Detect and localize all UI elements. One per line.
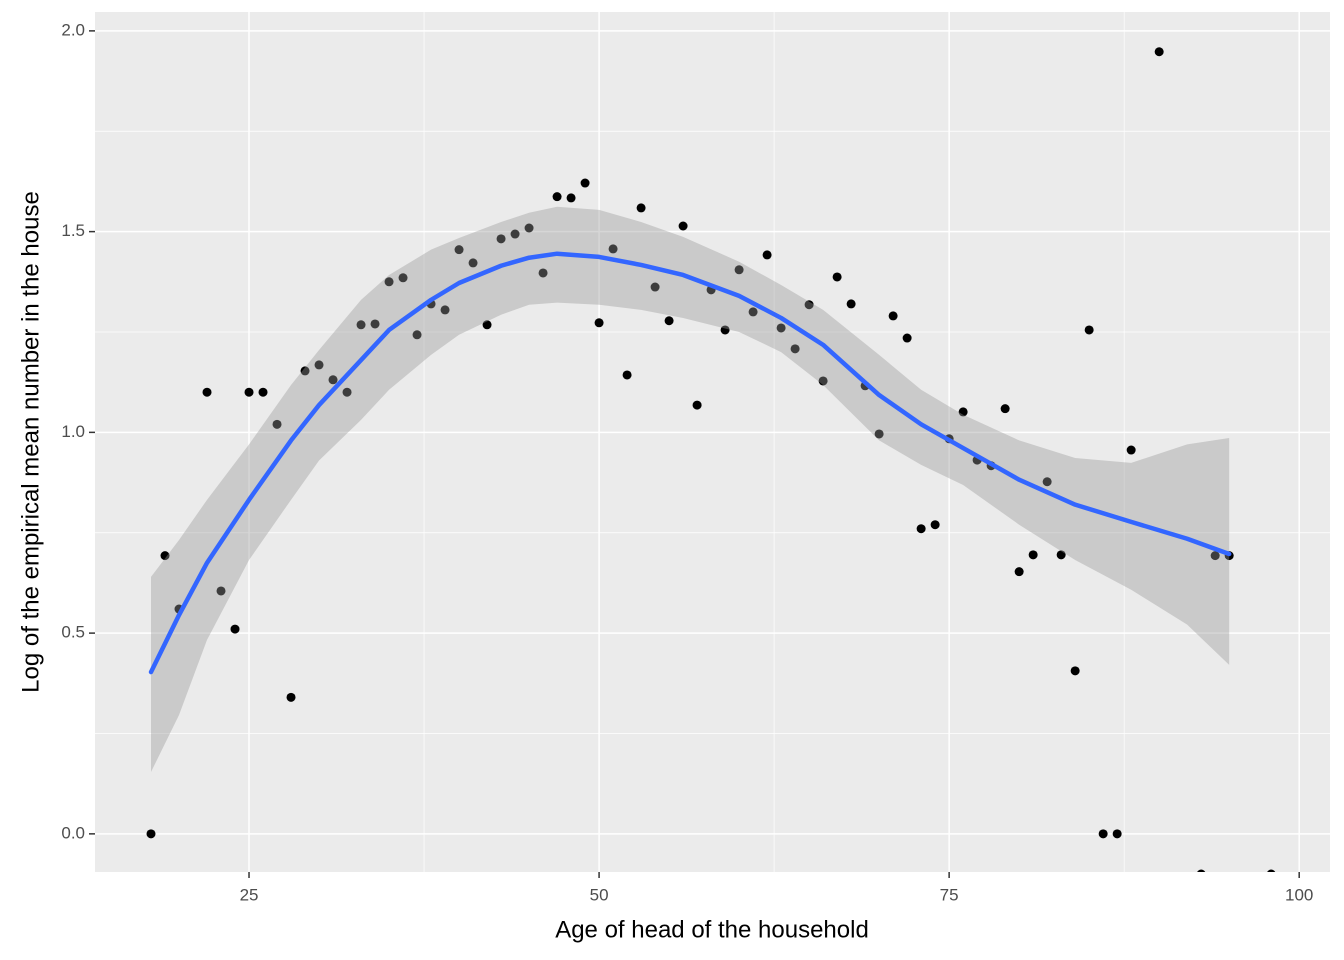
point bbox=[1028, 550, 1038, 560]
point bbox=[902, 333, 912, 343]
point bbox=[216, 586, 226, 596]
point bbox=[314, 360, 324, 370]
point bbox=[790, 344, 800, 354]
point bbox=[510, 229, 520, 239]
plot-area bbox=[146, 47, 1276, 872]
point bbox=[580, 178, 590, 188]
point bbox=[1197, 869, 1206, 872]
confidence-band bbox=[151, 206, 1230, 773]
y-tick-label: 0.5 bbox=[61, 623, 85, 642]
point bbox=[468, 258, 478, 268]
point bbox=[160, 551, 170, 561]
point bbox=[524, 223, 534, 233]
point bbox=[440, 305, 450, 315]
x-tick-label: 25 bbox=[240, 885, 259, 904]
point bbox=[566, 193, 576, 203]
point bbox=[664, 316, 674, 326]
point bbox=[482, 320, 492, 330]
point bbox=[916, 524, 926, 534]
x-axis-title: Age of head of the household bbox=[555, 916, 869, 943]
point bbox=[1154, 47, 1164, 57]
smooth-line bbox=[148, 251, 1232, 675]
point bbox=[552, 192, 562, 202]
point bbox=[398, 273, 408, 283]
point bbox=[300, 366, 310, 376]
point bbox=[594, 318, 604, 328]
point bbox=[454, 245, 464, 255]
point bbox=[846, 299, 856, 309]
point bbox=[818, 376, 828, 386]
y-tick-label: 0.0 bbox=[61, 823, 85, 842]
point bbox=[678, 221, 688, 231]
point bbox=[286, 692, 296, 702]
point bbox=[1267, 869, 1276, 872]
point bbox=[762, 250, 772, 260]
point bbox=[146, 829, 156, 839]
point bbox=[1210, 551, 1220, 561]
point bbox=[328, 375, 338, 385]
point bbox=[930, 520, 940, 530]
point bbox=[258, 387, 268, 397]
point bbox=[1042, 477, 1052, 487]
point bbox=[1070, 666, 1080, 676]
point bbox=[356, 320, 366, 330]
point bbox=[370, 319, 380, 329]
point bbox=[608, 244, 618, 254]
point bbox=[832, 272, 842, 282]
x-tick-label: 50 bbox=[590, 885, 609, 904]
point bbox=[1014, 567, 1024, 577]
point bbox=[734, 265, 744, 275]
point bbox=[958, 407, 968, 417]
point bbox=[650, 282, 660, 292]
point bbox=[804, 300, 814, 310]
y-axis-title: Log of the empirical mean number in the … bbox=[17, 191, 44, 693]
point bbox=[748, 307, 758, 317]
point bbox=[888, 311, 898, 321]
point bbox=[1000, 404, 1010, 414]
point bbox=[202, 387, 212, 397]
point bbox=[412, 330, 422, 340]
point bbox=[244, 387, 254, 397]
point bbox=[622, 370, 632, 380]
point bbox=[720, 325, 730, 335]
axes: 25 50 75 100 0.0 0.5 1.0 1.5 2.0 bbox=[61, 20, 1313, 904]
point bbox=[692, 400, 702, 410]
x-tick-label: 100 bbox=[1285, 885, 1313, 904]
point bbox=[636, 203, 646, 213]
y-tick-label: 1.5 bbox=[61, 221, 85, 240]
point bbox=[1098, 829, 1108, 839]
point bbox=[1056, 550, 1066, 560]
y-tick-label: 2.0 bbox=[61, 20, 85, 39]
point bbox=[272, 419, 282, 429]
point bbox=[384, 277, 394, 287]
x-tick-label: 75 bbox=[940, 885, 959, 904]
point bbox=[1126, 445, 1136, 455]
point bbox=[342, 387, 352, 397]
point bbox=[1084, 325, 1094, 335]
point bbox=[776, 323, 786, 333]
point bbox=[230, 624, 240, 634]
point bbox=[874, 429, 884, 439]
y-tick-label: 1.0 bbox=[61, 422, 85, 441]
point bbox=[1112, 829, 1122, 839]
point bbox=[538, 268, 548, 278]
point bbox=[496, 234, 506, 244]
